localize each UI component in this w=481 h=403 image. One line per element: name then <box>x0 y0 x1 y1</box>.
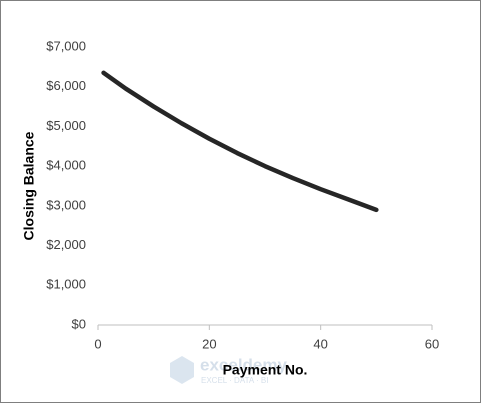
y-tick-label: $6,000 <box>46 78 86 93</box>
y-tick-label: $3,000 <box>46 197 86 212</box>
x-tick-label: 40 <box>313 336 327 351</box>
y-tick-label: $7,000 <box>46 38 86 53</box>
y-axis-title: Closing Balance <box>21 131 37 240</box>
y-tick-label: $1,000 <box>46 277 86 292</box>
y-tick-label: $4,000 <box>46 158 86 173</box>
y-tick-label: $0 <box>72 316 86 331</box>
watermark-tagline: EXCEL · DATA · BI <box>201 376 268 385</box>
watermark-logo <box>170 356 194 384</box>
x-tick-label: 0 <box>94 336 101 351</box>
x-tick-label: 60 <box>425 336 439 351</box>
y-tick-label: $5,000 <box>46 118 86 133</box>
x-tick-label: 20 <box>202 336 216 351</box>
data-line <box>101 70 379 213</box>
watermark-name: exceldemy <box>200 355 287 374</box>
y-tick-label: $2,000 <box>46 237 86 252</box>
watermark: exceldemy EXCEL · DATA · BI <box>170 355 287 385</box>
x-axis-title: Payment No. <box>223 362 308 378</box>
